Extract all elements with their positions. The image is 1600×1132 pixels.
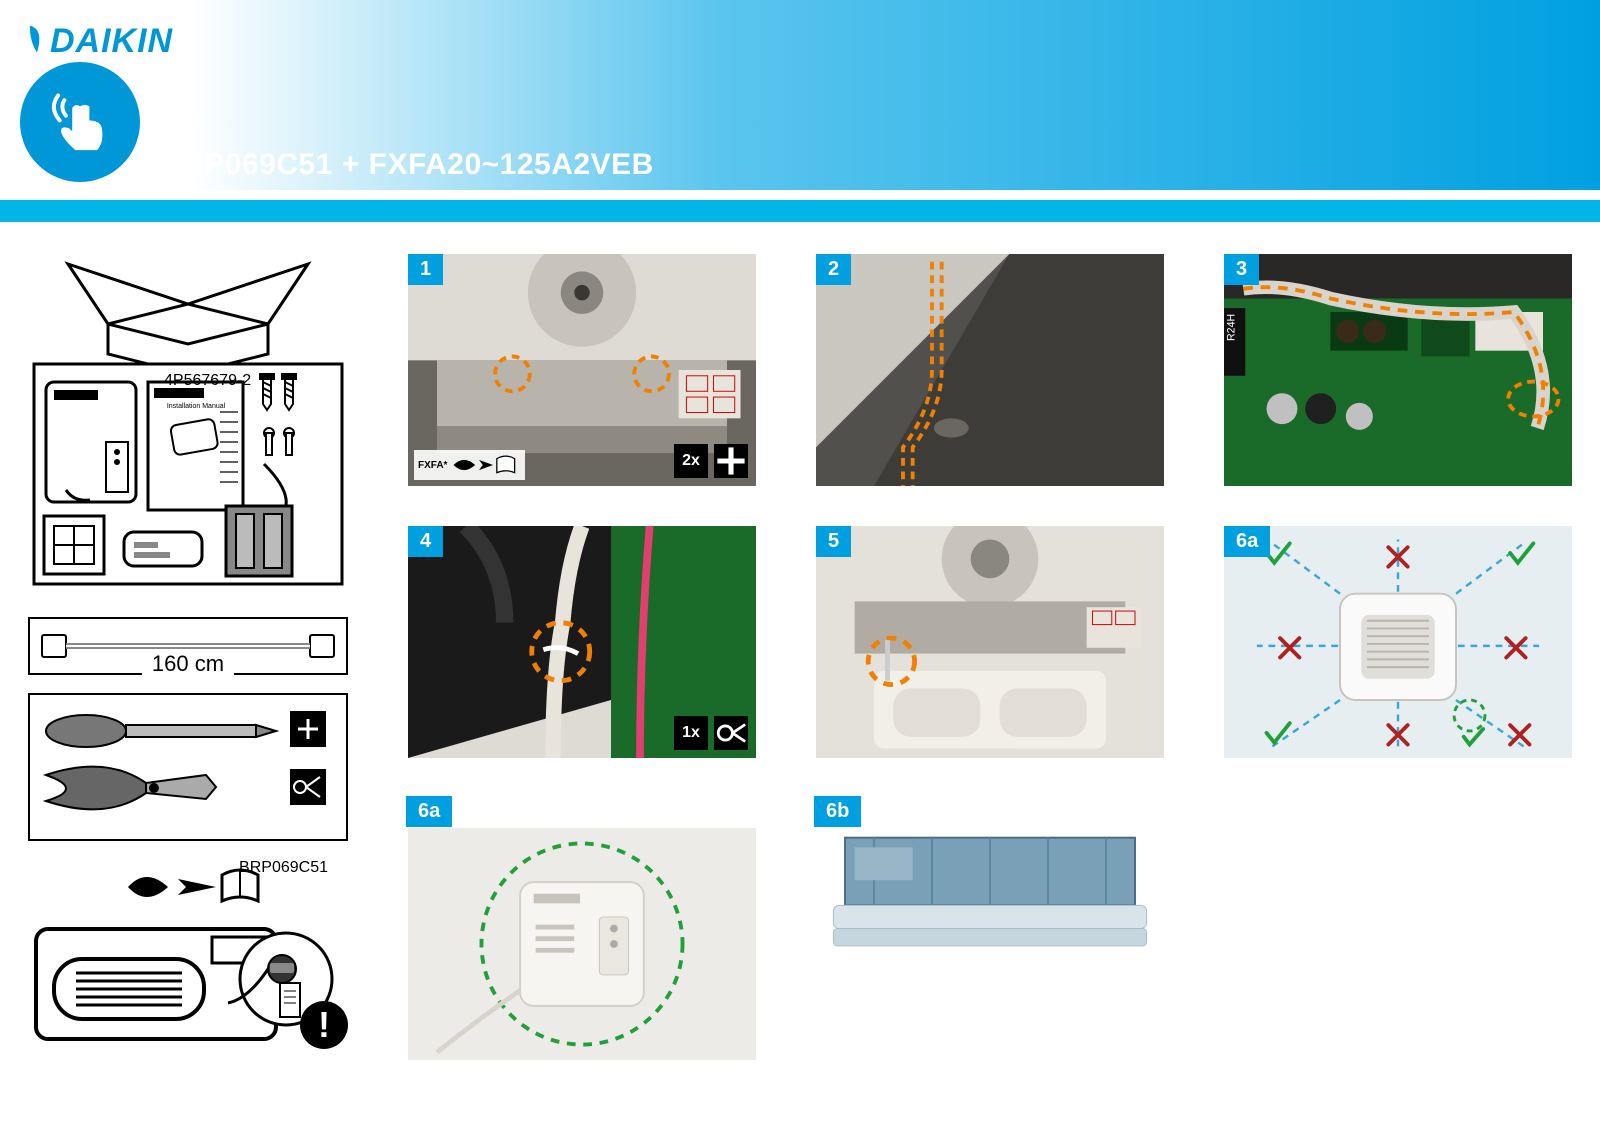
manual-ref-icon: FXFA* [414,450,525,480]
step-6a-placement: 6a [1224,526,1572,758]
steps-grid: 1 FXFA* [408,254,1572,1079]
step-6a-adapter-photo [408,828,756,1060]
page-header: DAIKIN BRP069C51 + FXFA20~125A2VEB [0,0,1600,190]
step-6b: 6b [816,798,1164,1060]
reference-doc-label: BRP069C51 [239,859,328,877]
logo-swoosh-icon [28,22,46,56]
svg-text:Installation Manual: Installation Manual [167,403,226,410]
step-1-photo: FXFA* 2x [408,254,756,486]
step-badge: 6a [406,796,452,827]
svg-text:R24H: R24H [1226,314,1238,341]
step-6a-placement-photo [1224,526,1572,758]
brand-logo: DAIKIN [28,22,173,61]
step-4-qty-icon: 1x [674,716,748,750]
box-contents-panel: Installation Manual [28,254,348,599]
step-badge: 4 [408,526,443,557]
doc-number-label: 4P567679-2 [164,372,251,390]
step-badge: 6b [814,796,861,827]
tools-panel [28,693,348,841]
step-5: 5 [816,526,1164,758]
step-badge: 5 [816,526,851,557]
touch-badge-icon [20,62,140,182]
left-column: Installation Manual [28,254,348,1079]
step-badge: 3 [1224,254,1259,285]
cable-length-label: 160 cm [142,651,234,677]
step-badge: 1 [408,254,443,285]
product-title: BRP069C51 + FXFA20~125A2VEB [160,148,654,182]
step-2-photo [816,254,1164,486]
svg-text:!: ! [318,1004,330,1045]
empty-cell [1224,798,1572,1060]
content-area: Installation Manual [0,222,1600,1079]
step-1: 1 FXFA* [408,254,756,486]
step-badge: 2 [816,254,851,285]
accent-bar [0,200,1600,222]
step-4-photo: 1x [408,526,756,758]
step-3-photo: R24H [1224,254,1572,486]
reference-panel: BRP069C51 [28,859,348,1079]
step-6b-photo [816,828,1164,963]
step-3: 3 R24H [1224,254,1572,486]
brand-name: DAIKIN [50,22,173,61]
step-1-qty-icon: 2x [674,444,748,478]
step-badge: 6a [1224,526,1270,557]
cable-length-panel: 160 cm [28,617,348,675]
step-2: 2 [816,254,1164,486]
step-5-photo [816,526,1164,758]
step-6a-adapter: 6a [408,798,756,1060]
step-4: 4 1x [408,526,756,758]
